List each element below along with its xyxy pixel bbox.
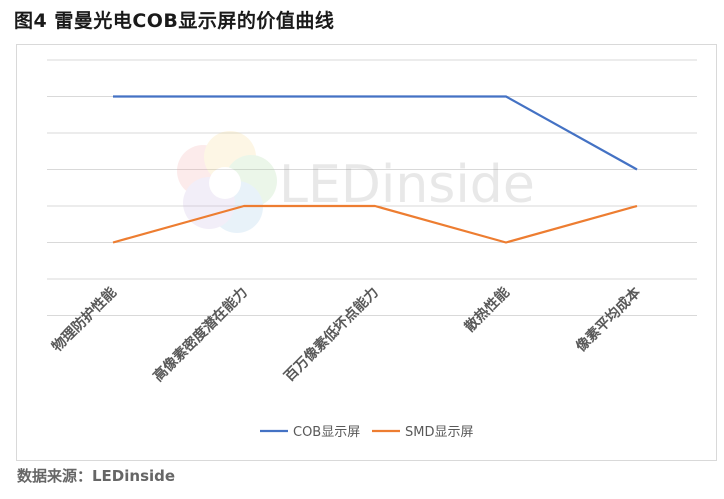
x-tick-label: 百万像素低坏点能力: [281, 284, 382, 385]
chart-legend: COB显示屏 SMD显示屏: [260, 425, 473, 440]
x-tick-label: 像素平均成本: [572, 283, 644, 355]
watermark-logo-icon: [177, 131, 277, 233]
legend-label: COB显示屏: [293, 425, 360, 440]
x-tick-label: 高像素密度潜在能力: [150, 284, 251, 385]
legend-label: SMD显示屏: [405, 425, 473, 440]
chart-frame: LEDinside 物理防护性能 高像素密度潜在能力 百万像素低坏点能力 散热性能 像素…: [16, 44, 717, 461]
value-curve-chart: LEDinside 物理防护性能 高像素密度潜在能力 百万像素低坏点能力 散热性能 像素…: [47, 59, 697, 440]
series-lines: [112, 95, 638, 244]
ledinside-watermark: LEDinside: [177, 131, 535, 233]
x-axis-tick-labels: 物理防护性能 高像素密度潜在能力 百万像素低坏点能力 散热性能 像素平均成本: [48, 283, 644, 385]
x-tick-label: 散热性能: [461, 284, 513, 336]
figure-title: 图4 雷曼光电COB显示屏的价值曲线: [14, 10, 335, 32]
x-tick-label: 物理防护性能: [48, 284, 119, 355]
data-source-note: 数据来源：LEDinside: [17, 467, 176, 485]
